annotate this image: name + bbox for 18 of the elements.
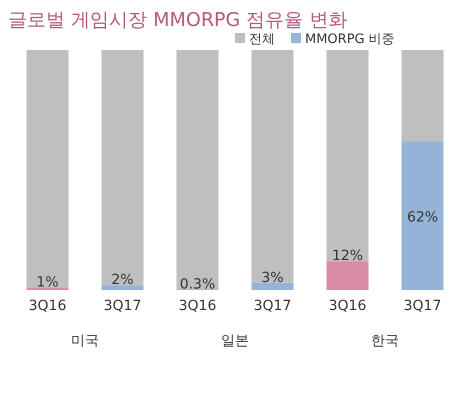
chart-title: 글로벌 게임시장 MMORPG 점유율 변화 (8, 9, 348, 31)
x-tick-label: 3Q17 (254, 298, 292, 314)
data-label: 12% (332, 248, 364, 264)
text: 한국 (371, 333, 399, 349)
data-label: 1% (36, 274, 59, 291)
x-tick-label: 3Q16 (178, 298, 216, 314)
x-tick-label: 3Q17 (104, 298, 142, 314)
data-label: 3% (261, 270, 284, 286)
x-tick-label: 3Q16 (328, 298, 366, 314)
legend-label: MMORPG 비중 (305, 32, 395, 47)
x-tick-label: 3Q17 (404, 298, 442, 314)
data-label: 62% (406, 210, 438, 226)
data-label: 2% (111, 272, 134, 288)
text: 미국 (71, 333, 99, 349)
data-label: 0.3% (180, 276, 216, 292)
legend-label: 전체 (249, 32, 275, 47)
x-tick-label: 3Q16 (28, 298, 66, 314)
text: 일본 (221, 333, 249, 349)
